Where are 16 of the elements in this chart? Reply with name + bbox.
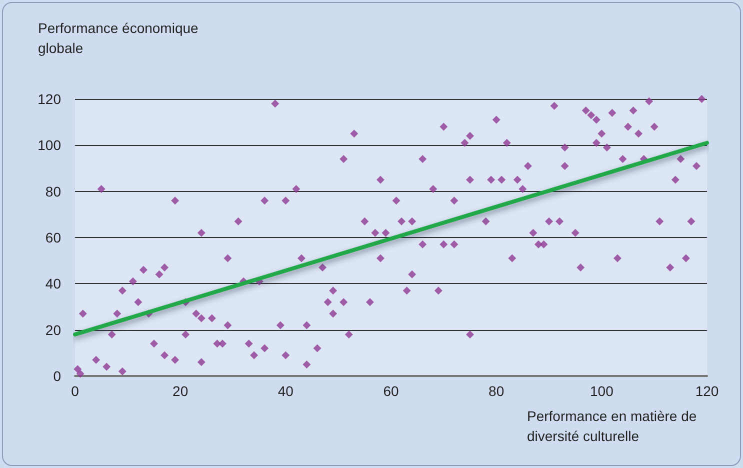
- x-tick-label: 40: [278, 383, 294, 399]
- x-tick-label: 0: [71, 383, 80, 399]
- y-tick-label: 80: [45, 183, 62, 200]
- y-tick-label: 20: [45, 322, 62, 338]
- x-tick-label: 80: [488, 383, 504, 399]
- x-tick-label: 20: [172, 383, 188, 399]
- y-tick-label: 100: [38, 137, 62, 154]
- x-tick-label: 100: [590, 383, 614, 399]
- y-tick-label: 120: [38, 91, 62, 107]
- y-tick-label: 0: [53, 368, 62, 384]
- y-tick-label: 40: [45, 276, 62, 292]
- x-axis-title: Performance en matière de diversité culturelle: [527, 408, 701, 444]
- x-tick-label: 120: [695, 383, 719, 399]
- y-axis-title: Performance économique globale: [38, 20, 202, 56]
- y-tick-label: 60: [45, 230, 62, 246]
- x-tick-label: 60: [383, 383, 399, 399]
